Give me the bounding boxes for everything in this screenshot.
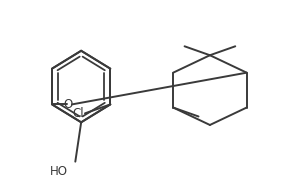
- Text: O: O: [64, 98, 73, 111]
- Text: HO: HO: [50, 165, 68, 178]
- Text: Cl: Cl: [72, 107, 83, 120]
